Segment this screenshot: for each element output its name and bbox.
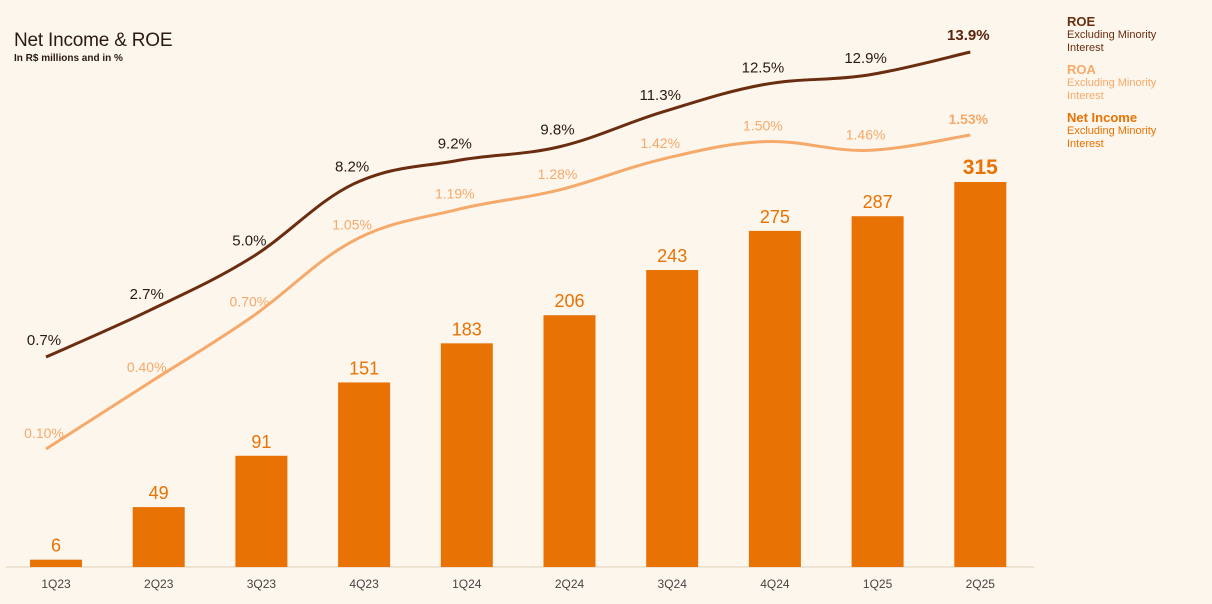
roa-value-label: 0.40% (127, 359, 167, 375)
roa-value-label: 1.53% (948, 111, 988, 127)
legend-item-roa: ROA Excluding Minority Interest (1067, 62, 1207, 103)
roe-value-label: 8.2% (335, 159, 369, 176)
bar-net-income (132, 507, 185, 567)
legend-name: Net Income (1067, 110, 1138, 125)
roe-value-label: 12.9% (844, 50, 887, 67)
legend-name: ROA (1067, 62, 1096, 77)
bar-net-income (235, 455, 288, 567)
bar-value-label: 275 (760, 207, 790, 227)
roe-value-label: 2.7% (130, 286, 164, 303)
bar-net-income (543, 315, 596, 567)
roa-value-label: 1.19% (435, 186, 475, 202)
legend-name: ROE (1067, 14, 1096, 29)
bar-net-income (954, 182, 1007, 567)
roe-value-label: 12.5% (742, 59, 785, 76)
bar-net-income (30, 559, 82, 567)
bar-value-label: 206 (554, 291, 584, 311)
series-line-roe (45, 50, 971, 359)
bar-value-label: 91 (251, 432, 271, 452)
roa-value-label: 1.28% (538, 166, 578, 182)
roa-value-label: 1.46% (846, 126, 886, 142)
x-tick-label: 2Q24 (555, 577, 585, 591)
series-line-roa (45, 133, 971, 451)
x-tick-label: 4Q23 (349, 577, 379, 591)
roe-value-label: 11.3% (639, 87, 680, 104)
bar-value-label: 49 (149, 483, 169, 503)
roa-value-label: 0.10% (24, 425, 64, 441)
roe-value-label: 9.2% (438, 136, 472, 153)
bar-value-label: 287 (863, 192, 893, 212)
roe-value-label: 13.9% (947, 27, 990, 44)
bar-value-label: 183 (452, 319, 482, 339)
roa-value-label: 1.42% (640, 135, 680, 151)
bar-net-income (338, 382, 391, 567)
x-tick-label: 3Q23 (247, 577, 277, 591)
x-tick-label: 2Q25 (966, 577, 996, 591)
legend-desc: Excluding Minority Interest (1067, 77, 1157, 102)
x-tick-label: 4Q24 (760, 577, 790, 591)
x-tick-label: 1Q24 (452, 577, 482, 591)
bar-net-income (646, 270, 699, 567)
roa-value-label: 1.50% (743, 118, 783, 134)
chart-subtitle: In R$ millions and in % (14, 53, 123, 64)
bar-value-label: 151 (349, 358, 379, 378)
x-tick-label: 3Q24 (658, 577, 688, 591)
legend-item-net-income: Net Income Excluding Minority Interest (1067, 110, 1207, 151)
roe-value-label: 5.0% (232, 233, 266, 250)
bar-value-label: 6 (51, 536, 61, 556)
bar-value-label: 243 (657, 246, 687, 266)
x-tick-label: 1Q23 (41, 577, 71, 591)
roa-value-label: 1.05% (332, 216, 372, 232)
bar-net-income (440, 343, 493, 567)
roe-value-label: 0.7% (27, 332, 61, 349)
chart-title: Net Income & ROE (14, 30, 173, 51)
roa-value-label: 0.70% (230, 293, 270, 309)
bar-value-label: 315 (963, 156, 998, 179)
x-tick-label: 1Q25 (863, 577, 893, 591)
legend: ROE Excluding Minority Interest ROA Excl… (1067, 14, 1207, 158)
x-tick-label: 2Q23 (144, 577, 174, 591)
legend-desc: Excluding Minority Interest (1067, 125, 1157, 150)
legend-item-roe: ROE Excluding Minority Interest (1067, 14, 1207, 55)
bar-net-income (748, 230, 801, 567)
roe-value-label: 9.8% (540, 122, 574, 139)
bar-net-income (851, 216, 904, 567)
legend-desc: Excluding Minority Interest (1067, 29, 1157, 54)
